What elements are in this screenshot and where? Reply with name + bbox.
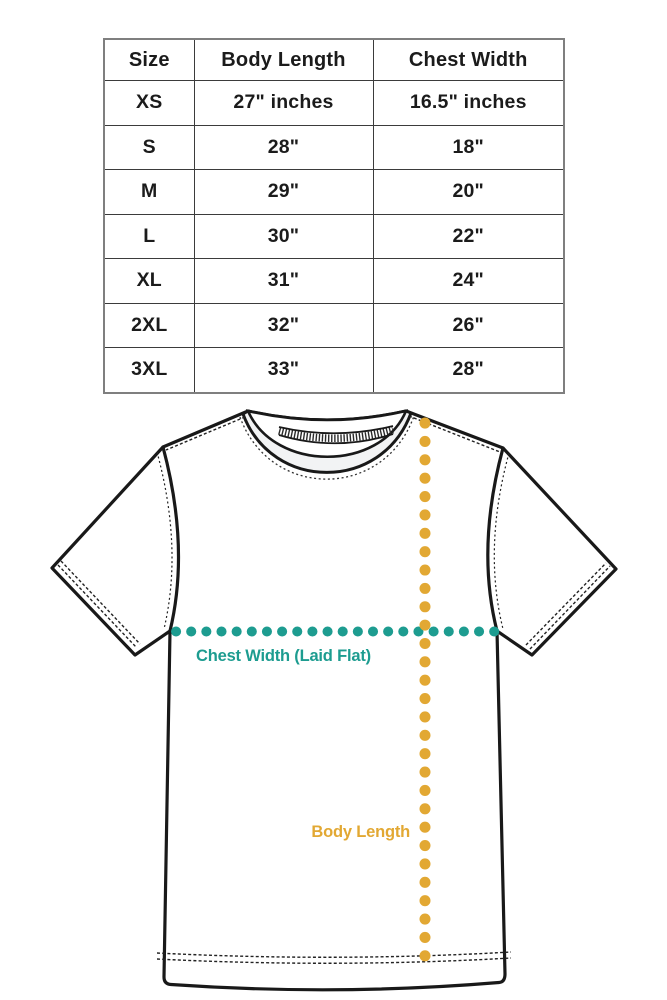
table-row: M 29" 20" [103, 169, 565, 215]
chest-width-cell: 16.5" inches [372, 80, 565, 126]
body-length-cell: 31" [193, 258, 374, 304]
chest-width-cell: 20" [372, 169, 565, 215]
body-length-cell: 28" [193, 124, 374, 170]
chest-width-cell: 24" [372, 258, 565, 304]
body-length-cell: 32" [193, 302, 374, 348]
collar-rib-stitching [278, 426, 395, 442]
size-chart-table: Size Body Length Chest Width XS 27" inch… [103, 38, 565, 394]
chest-width-label: Chest Width (Laid Flat) [196, 647, 371, 665]
tshirt-outline [50, 409, 618, 992]
tshirt-measurement-diagram: Chest Width (Laid Flat) Body Length [50, 409, 618, 992]
chest-width-cell: 26" [372, 302, 565, 348]
table-row: 2XL 32" 26" [103, 302, 565, 348]
chest-width-cell: 22" [372, 213, 565, 259]
col-header-chest-width: Chest Width [372, 38, 565, 81]
body-length-cell: 33" [193, 347, 374, 393]
collar [239, 409, 415, 480]
table-header-row: Size Body Length Chest Width [103, 38, 565, 81]
size-cell: L [103, 213, 195, 259]
col-header-size: Size [103, 38, 195, 81]
seam-stitching [57, 415, 611, 964]
collar-rib-top-edge [278, 425, 394, 435]
size-cell: XL [103, 258, 195, 304]
size-cell: XS [103, 80, 195, 126]
size-cell: 2XL [103, 302, 195, 348]
body-length-label: Body Length [311, 823, 410, 841]
table-row: XS 27" inches 16.5" inches [103, 80, 565, 126]
size-cell: 3XL [103, 347, 195, 393]
size-cell: S [103, 124, 195, 170]
body-length-cell: 29" [193, 169, 374, 215]
body-length-cell: 30" [193, 213, 374, 259]
collar-rib-bottom-edge [278, 433, 394, 445]
chest-width-cell: 18" [372, 124, 565, 170]
table-row: S 28" 18" [103, 124, 565, 170]
body-length-cell: 27" inches [193, 80, 374, 126]
table-row: L 30" 22" [103, 213, 565, 259]
size-cell: M [103, 169, 195, 215]
chest-width-cell: 28" [372, 347, 565, 393]
table-row: XL 31" 24" [103, 258, 565, 304]
table-row: 3XL 33" 28" [103, 347, 565, 393]
col-header-body-length: Body Length [193, 38, 374, 81]
